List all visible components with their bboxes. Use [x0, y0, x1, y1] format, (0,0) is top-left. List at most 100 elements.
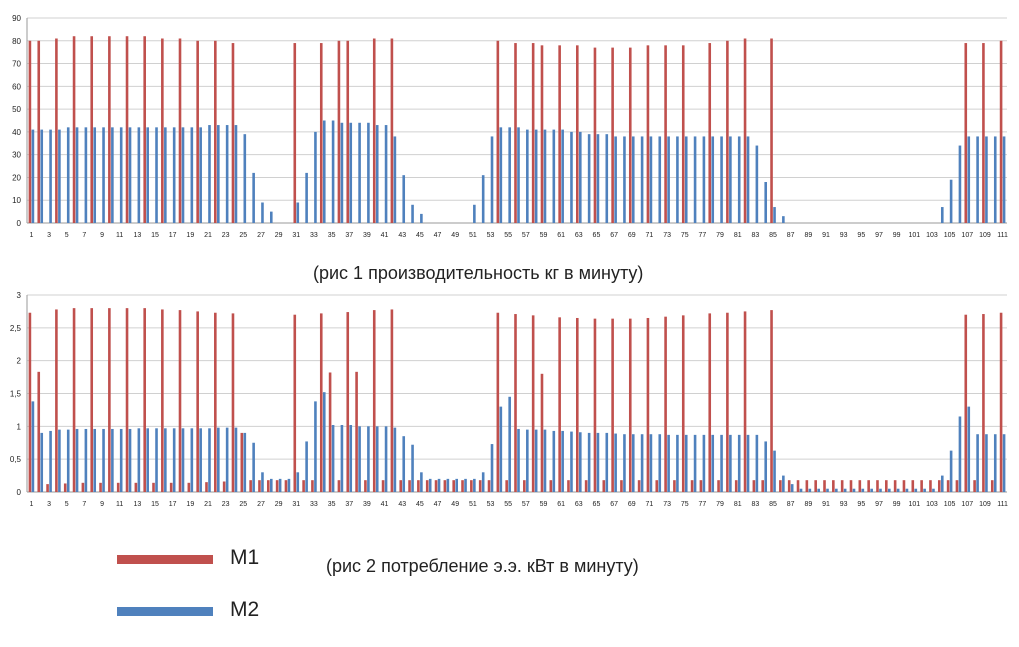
bar-m2 — [702, 434, 706, 492]
bar-m1 — [328, 372, 332, 492]
bar-m2 — [58, 129, 61, 223]
bar-m2 — [985, 136, 988, 223]
bar-m2 — [976, 434, 979, 492]
bar-m2 — [234, 125, 238, 223]
bar-m1 — [266, 480, 270, 492]
bar-m1 — [496, 40, 500, 224]
x-tick-label: 13 — [133, 501, 141, 508]
x-tick-label: 27 — [257, 232, 265, 239]
bar-m2 — [684, 434, 688, 492]
bar-m2 — [252, 442, 255, 492]
bar-m2 — [473, 478, 476, 492]
bar-m2 — [208, 428, 211, 492]
bar-m1 — [929, 480, 932, 492]
bar-m1 — [743, 311, 747, 492]
y-tick-label: 50 — [12, 105, 21, 114]
legend-swatch-m1 — [117, 555, 213, 564]
bar-m1 — [690, 480, 694, 492]
y-tick-label: 0 — [17, 219, 22, 228]
x-tick-label: 15 — [151, 501, 159, 508]
x-tick-label: 23 — [222, 501, 230, 508]
bar-m2 — [66, 127, 70, 223]
x-tick-label: 19 — [186, 232, 194, 239]
bar-m2 — [773, 207, 776, 223]
bar-m2 — [490, 444, 494, 492]
bar-m2 — [993, 136, 997, 223]
bar-m2 — [208, 125, 211, 223]
x-tick-label: 11 — [116, 232, 123, 239]
bar-m1 — [390, 309, 394, 492]
x-tick-label: 79 — [716, 501, 724, 508]
bar-m2 — [455, 478, 458, 492]
bar-m1 — [752, 480, 756, 492]
x-tick-label: 3 — [47, 232, 51, 239]
x-tick-label: 85 — [769, 501, 777, 508]
bar-m1 — [955, 480, 959, 492]
x-tick-label: 53 — [487, 232, 495, 239]
bar-m1 — [240, 432, 244, 492]
x-tick-label: 77 — [699, 232, 707, 239]
x-tick-label: 83 — [751, 232, 759, 239]
bar-m2 — [155, 428, 158, 492]
bar-m2 — [367, 426, 370, 492]
bar-m1 — [293, 314, 297, 492]
bar-m2 — [181, 428, 185, 492]
bar-m2 — [702, 136, 706, 223]
bar-m1 — [196, 40, 199, 224]
bar-m1 — [814, 480, 817, 492]
bar-m1 — [628, 318, 632, 492]
bar-m1 — [761, 480, 765, 492]
x-tick-label: 71 — [646, 501, 654, 508]
x-tick-label: 69 — [628, 501, 636, 508]
bar-m2 — [473, 204, 476, 223]
x-tick-label: 105 — [944, 501, 956, 508]
bar-m2 — [243, 134, 247, 223]
bar-m2 — [605, 134, 609, 223]
bar-m1 — [249, 480, 252, 492]
bar-m2 — [322, 392, 326, 492]
x-tick-label: 13 — [133, 232, 141, 239]
bar-m2 — [322, 120, 326, 223]
bar-m2 — [631, 434, 635, 492]
bar-m2 — [640, 434, 644, 492]
x-tick-label: 35 — [328, 501, 336, 508]
legend-label-m2: М2 — [230, 598, 260, 621]
bar-m2 — [490, 136, 494, 223]
bar-m2 — [172, 428, 176, 492]
x-tick-label: 85 — [769, 232, 777, 239]
bar-m2 — [172, 127, 176, 223]
bar-m2 — [799, 488, 803, 492]
bar-m2 — [923, 488, 926, 492]
bar-m2 — [693, 434, 697, 492]
bar-m2 — [587, 432, 591, 492]
bar-m1 — [708, 43, 712, 223]
x-tick-label: 29 — [275, 232, 283, 239]
bar-m2 — [755, 145, 759, 223]
bar-m1 — [593, 318, 597, 492]
bar-m1 — [593, 47, 597, 223]
x-tick-label: 79 — [716, 232, 724, 239]
x-tick-label: 103 — [926, 232, 938, 239]
x-tick-label: 59 — [540, 501, 548, 508]
bar-m1 — [134, 482, 138, 492]
bar-m2 — [985, 434, 988, 492]
bar-m1 — [531, 43, 535, 223]
bar-m2 — [711, 434, 715, 492]
bar-m1 — [911, 480, 915, 492]
bar-m2 — [667, 434, 670, 492]
x-tick-label: 21 — [204, 501, 212, 508]
y-tick-label: 0 — [17, 488, 22, 497]
x-tick-label: 109 — [979, 501, 991, 508]
y-tick-label: 80 — [12, 37, 21, 46]
bar-m1 — [178, 38, 182, 223]
bar-m1 — [734, 480, 738, 492]
bar-m2 — [526, 129, 529, 223]
x-tick-label: 29 — [275, 501, 283, 508]
bar-m1 — [531, 315, 535, 492]
x-tick-label: 69 — [628, 232, 636, 239]
bar-m2 — [420, 213, 423, 223]
y-tick-label: 1 — [17, 422, 22, 431]
bar-m1 — [628, 47, 632, 223]
bar-m1 — [681, 45, 685, 224]
bar-m1 — [982, 43, 985, 223]
